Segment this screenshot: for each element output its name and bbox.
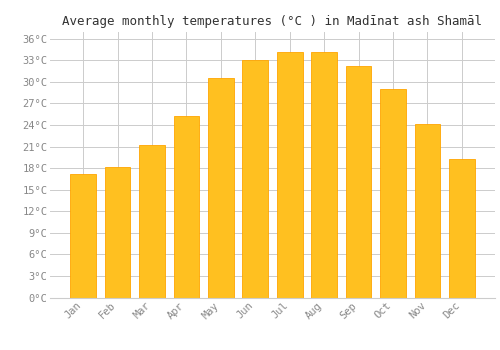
Bar — [174, 116, 200, 298]
Bar — [104, 167, 130, 298]
Bar — [449, 160, 475, 298]
Bar — [139, 145, 165, 298]
Bar — [242, 60, 268, 298]
Bar — [414, 124, 440, 298]
Bar — [70, 174, 96, 298]
Bar — [208, 78, 234, 298]
Title: Average monthly temperatures (°C ) in Madīnat ash Shamāl: Average monthly temperatures (°C ) in Ma… — [62, 15, 482, 28]
Bar — [346, 66, 372, 298]
Bar — [311, 52, 337, 298]
Bar — [380, 89, 406, 298]
Bar — [277, 52, 302, 298]
